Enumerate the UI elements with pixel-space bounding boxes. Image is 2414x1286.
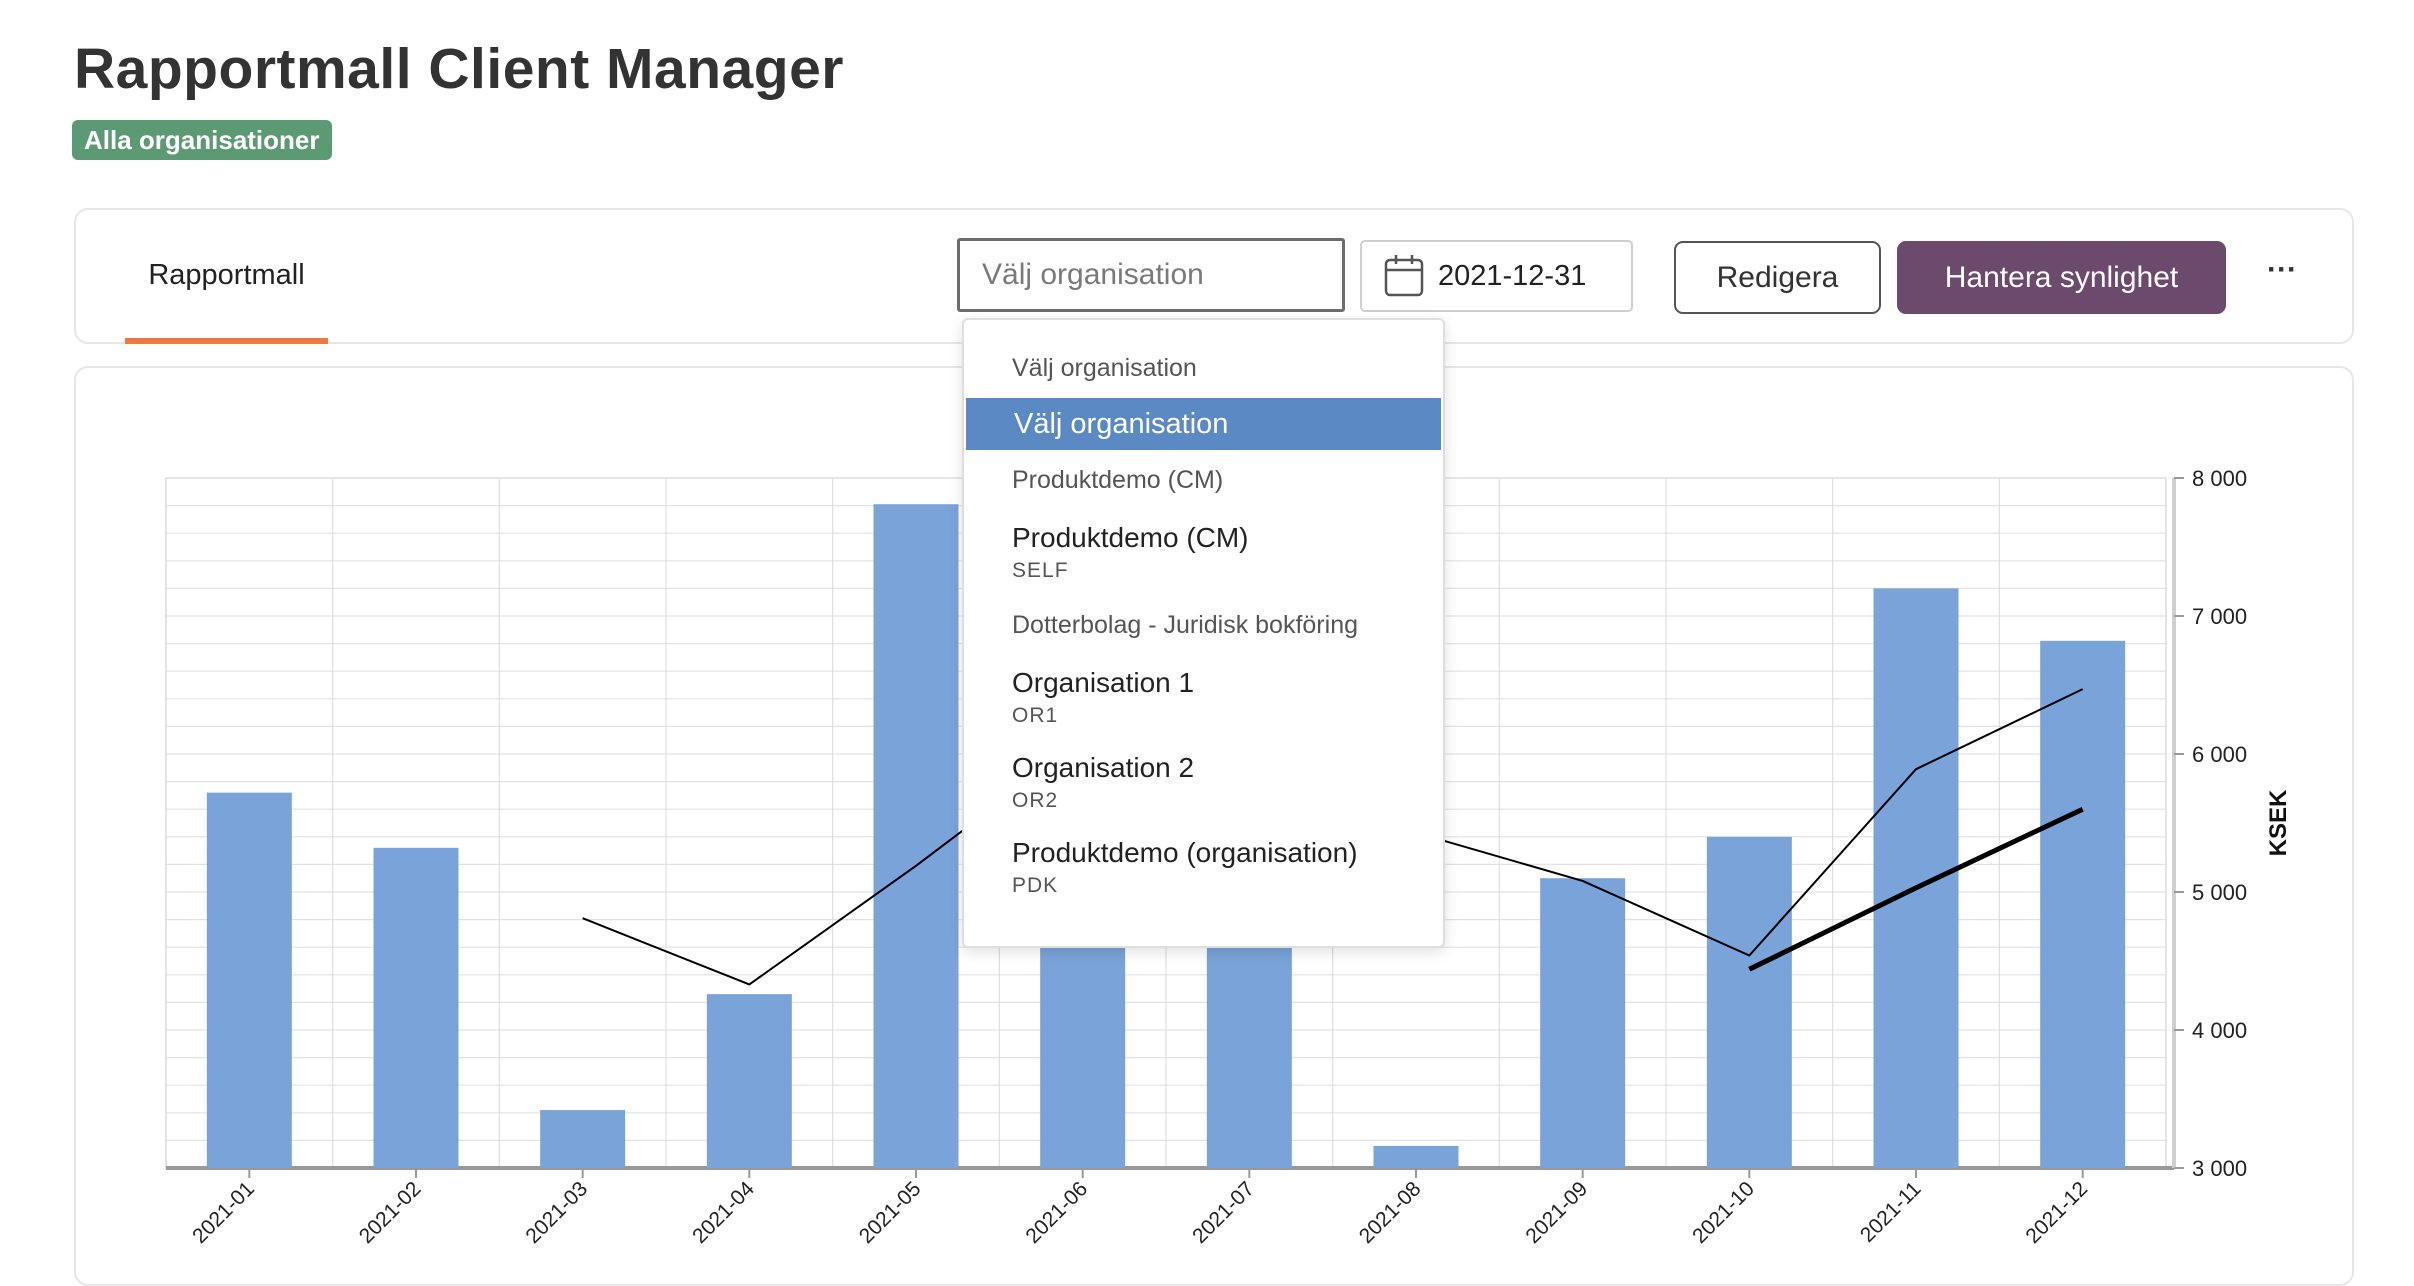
dropdown-group-header: Produktdemo (CM)	[1012, 466, 1224, 494]
active-tab-indicator	[125, 338, 328, 344]
dropdown-option-label: Produktdemo (CM)	[1012, 522, 1249, 553]
bar-2021-09	[1540, 878, 1626, 1168]
bar-2021-11	[1873, 588, 1959, 1168]
manage-visibility-button[interactable]: Hantera synlighet	[1897, 241, 2226, 314]
x-tick-label: 2021-09	[1521, 1177, 1592, 1248]
y-tick-label: 8 000	[2192, 466, 2247, 491]
y-tick-label: 5 000	[2192, 880, 2247, 905]
x-tick-label: 2021-10	[1688, 1177, 1759, 1248]
dropdown-option-label: Välj organisation	[1014, 408, 1229, 440]
x-tick-label: 2021-11	[1856, 1177, 1926, 1247]
bar-2021-10	[1706, 836, 1792, 1168]
bar-2021-04	[706, 994, 792, 1168]
dropdown-option-code: PDK	[1012, 874, 1059, 897]
x-tick-label: 2021-06	[1021, 1177, 1092, 1248]
bar-2021-02	[373, 847, 459, 1168]
dropdown-group-header: Välj organisation	[1012, 354, 1197, 382]
x-tick-label: 2021-04	[688, 1177, 759, 1248]
x-tick-label: 2021-03	[521, 1177, 592, 1248]
y-tick-label: 4 000	[2192, 1018, 2247, 1043]
bar-2021-07	[1206, 912, 1292, 1168]
dropdown-option-label: Organisation 2	[1012, 752, 1195, 783]
x-tick-label: 2021-08	[1355, 1177, 1426, 1248]
dropdown-option-code: OR1	[1012, 704, 1059, 727]
tab-rapportmall-label: Rapportmall	[148, 259, 305, 291]
bar-2021-08	[1373, 1145, 1459, 1168]
y-tick-label: 7 000	[2192, 604, 2247, 629]
dropdown-option-produktdemo-cm[interactable]: Produktdemo (CM) SELF	[964, 510, 1443, 595]
x-tick-label: 2021-05	[855, 1177, 926, 1248]
organization-dropdown: Välj organisation Välj organisation Prod…	[962, 318, 1445, 948]
date-value: 2021-12-31	[1438, 259, 1587, 292]
dropdown-option-select-organisation[interactable]: Välj organisation	[966, 398, 1441, 450]
series-line-2	[1748, 806, 2084, 972]
x-tick-label: 2021-02	[355, 1177, 426, 1248]
dropdown-option-code: OR2	[1012, 789, 1059, 812]
x-tick-label: 2021-01	[188, 1177, 259, 1248]
y-axis-label: KSEK	[2265, 789, 2292, 856]
organization-scope-badge: Alla organisationer	[72, 120, 332, 160]
bar-2021-06	[1040, 919, 1126, 1168]
page-title: Rapportmall Client Manager	[74, 37, 844, 101]
bar-2021-01	[206, 792, 292, 1168]
y-tick-label: 6 000	[2192, 742, 2247, 767]
dropdown-option-organisation-2[interactable]: Organisation 2 OR2	[964, 740, 1443, 825]
dropdown-option-produktdemo-organisation[interactable]: Produktdemo (organisation) PDK	[964, 825, 1443, 910]
dropdown-option-label: Produktdemo (organisation)	[1012, 837, 1358, 868]
dropdown-option-label: Organisation 1	[1012, 667, 1195, 698]
date-picker[interactable]: 2021-12-31	[1360, 240, 1633, 312]
edit-button[interactable]: Redigera	[1674, 241, 1881, 314]
calendar-icon	[1384, 255, 1424, 297]
dropdown-option-code: SELF	[1012, 559, 1069, 582]
x-tick-label: 2021-07	[1188, 1177, 1259, 1248]
tab-rapportmall[interactable]: Rapportmall	[125, 250, 328, 344]
dropdown-option-organisation-1[interactable]: Organisation 1 OR1	[964, 655, 1443, 740]
x-tick-label: 2021-12	[2021, 1177, 2092, 1248]
y-tick-label: 3 000	[2192, 1156, 2247, 1181]
dropdown-group-header: Dotterbolag - Juridisk bokföring	[1012, 611, 1358, 639]
organization-select-input[interactable]	[957, 238, 1345, 312]
more-options-icon[interactable]: ···	[2267, 253, 2297, 286]
bar-2021-12	[2040, 640, 2126, 1168]
bar-2021-03	[540, 1110, 626, 1168]
bar-2021-05	[873, 504, 959, 1169]
